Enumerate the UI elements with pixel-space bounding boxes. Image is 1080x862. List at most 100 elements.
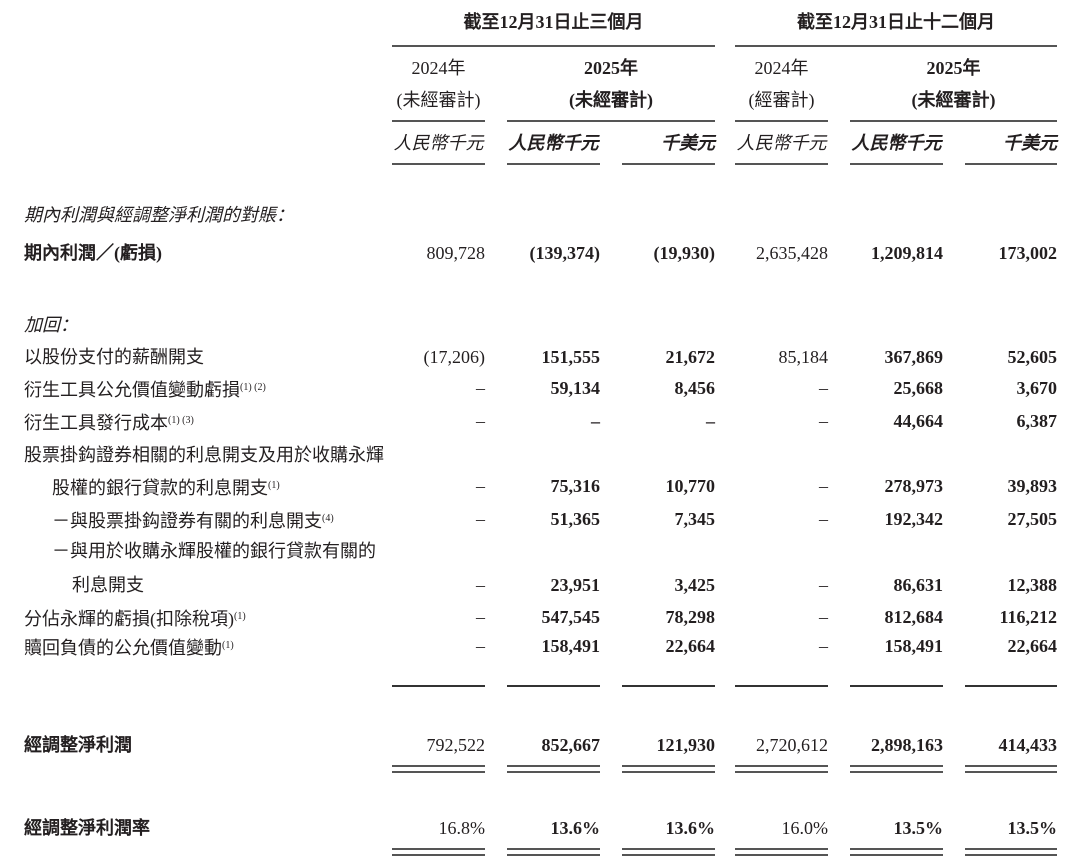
total-double-rule — [850, 854, 943, 856]
row-label-text: 利息開支 — [72, 575, 144, 595]
cell-value: – — [819, 607, 828, 627]
cell-value: – — [819, 509, 828, 529]
cell-value: 2,635,428 — [756, 243, 828, 263]
row-label: 股權的銀行貸款的利息開支(1) — [52, 475, 280, 499]
cell-value: 25,668 — [893, 378, 944, 398]
cell-value: – — [819, 411, 828, 431]
subtotal-rule — [735, 685, 828, 687]
cell-value: 367,869 — [884, 347, 944, 367]
cell-value: – — [476, 378, 485, 398]
group-rule — [392, 45, 715, 47]
cell-value: – — [819, 636, 828, 656]
cell-value: – — [819, 476, 828, 496]
cell-value: 13.6% — [665, 818, 716, 838]
column-audit-status: (未經審計) — [396, 90, 481, 110]
total-double-rule — [507, 771, 600, 773]
column-unit: 人民幣千元 — [851, 133, 942, 153]
cell-value: 13.5% — [893, 818, 944, 838]
cell-value: 151,555 — [541, 347, 601, 367]
row-label-text: 股票掛鈎證券相關的利息開支及用於收購永輝 — [24, 445, 384, 465]
column-unit: 人民幣千元 — [393, 133, 484, 153]
column-unit: 人民幣千元 — [508, 133, 599, 153]
cell-value: (139,374) — [529, 243, 601, 263]
cell-value: 1,209,814 — [871, 243, 943, 263]
total-double-rule — [850, 765, 943, 767]
cell-value: 13.5% — [1007, 818, 1058, 838]
footnote-marker: (1) (2) — [240, 382, 266, 393]
column-unit: 千美元 — [1003, 133, 1057, 153]
footnote-marker: (4) — [322, 513, 334, 524]
cell-value: 52,605 — [1007, 347, 1058, 367]
row-label-text: －與股票掛鈎證券有關的利息開支 — [52, 511, 322, 531]
cell-value: 39,893 — [1007, 476, 1058, 496]
row-label: 經調整淨利潤 — [24, 734, 132, 756]
cell-value: – — [819, 575, 828, 595]
total-double-rule — [622, 848, 715, 850]
cell-value: 21,672 — [665, 347, 716, 367]
total-double-rule — [392, 765, 485, 767]
subtotal-rule — [622, 685, 715, 687]
row-label-text: 期內利潤與經調整淨利潤的對賬： — [24, 205, 294, 225]
cell-value: 3,425 — [674, 575, 716, 595]
footnote-marker: (1) — [234, 611, 246, 622]
footnote-marker: (1) (3) — [168, 415, 194, 426]
cell-value: 3,670 — [1016, 378, 1058, 398]
row-label: 分佔永輝的虧損(扣除稅項)(1) — [24, 606, 246, 630]
cell-value: 547,545 — [541, 607, 601, 627]
row-label: 加回： — [24, 314, 78, 336]
row-label: －與用於收購永輝股權的銀行貸款有關的 — [52, 540, 376, 562]
cell-value: 22,664 — [665, 636, 716, 656]
total-double-rule — [735, 848, 828, 850]
cell-value: 23,951 — [550, 575, 601, 595]
cell-value: 51,365 — [550, 509, 601, 529]
header-rule — [850, 120, 1057, 122]
total-double-rule — [507, 765, 600, 767]
total-double-rule — [965, 854, 1057, 856]
cell-value: 173,002 — [998, 243, 1058, 263]
total-double-rule — [735, 765, 828, 767]
total-double-rule — [735, 771, 828, 773]
row-label-text: 經調整淨利潤率 — [24, 818, 150, 838]
row-label-text: 股權的銀行貸款的利息開支 — [52, 478, 268, 498]
subtotal-rule — [507, 685, 600, 687]
cell-value: 2,720,612 — [756, 735, 828, 755]
unit-rule — [965, 163, 1057, 165]
total-double-rule — [965, 848, 1057, 850]
row-label-text: 經調整淨利潤 — [24, 735, 132, 755]
cell-value: 116,212 — [999, 607, 1057, 627]
total-double-rule — [622, 765, 715, 767]
cell-value: 278,973 — [884, 476, 944, 496]
subtotal-rule — [850, 685, 943, 687]
subtotal-rule — [965, 685, 1057, 687]
row-label: 以股份支付的薪酬開支 — [24, 346, 204, 368]
row-label: 衍生工具公允價值變動虧損(1) (2) — [24, 377, 266, 401]
cell-value: 85,184 — [778, 347, 829, 367]
column-year: 2024年 — [754, 58, 809, 78]
total-double-rule — [392, 854, 485, 856]
header-three-months: 截至12月31日止三個月 — [463, 12, 644, 32]
column-year: 2025年 — [584, 58, 638, 78]
row-label-text: 衍生工具公允價值變動虧損 — [24, 380, 240, 400]
cell-value: 44,664 — [893, 411, 944, 431]
row-label-text: 期內利潤／(虧損) — [24, 243, 162, 263]
total-double-rule — [507, 848, 600, 850]
total-double-rule — [850, 771, 943, 773]
column-audit-status: (未經審計) — [569, 90, 653, 110]
row-label-text: 衍生工具發行成本 — [24, 413, 168, 433]
row-label: －與股票掛鈎證券有關的利息開支(4) — [52, 508, 334, 532]
column-year: 2025年 — [926, 58, 981, 78]
header-rule — [392, 120, 485, 122]
cell-value: – — [706, 411, 715, 431]
row-label: 利息開支 — [72, 574, 144, 596]
row-label: 贖回負債的公允價值變動(1) — [24, 635, 234, 659]
total-double-rule — [622, 771, 715, 773]
cell-value: (19,930) — [653, 243, 716, 263]
cell-value: – — [476, 411, 485, 431]
total-double-rule — [965, 771, 1057, 773]
row-label: 衍生工具發行成本(1) (3) — [24, 410, 194, 434]
total-double-rule — [507, 854, 600, 856]
cell-value: – — [476, 575, 485, 595]
column-year: 2024年 — [411, 58, 466, 78]
row-label: 期內利潤／(虧損) — [24, 242, 162, 264]
cell-value: 22,664 — [1007, 636, 1058, 656]
